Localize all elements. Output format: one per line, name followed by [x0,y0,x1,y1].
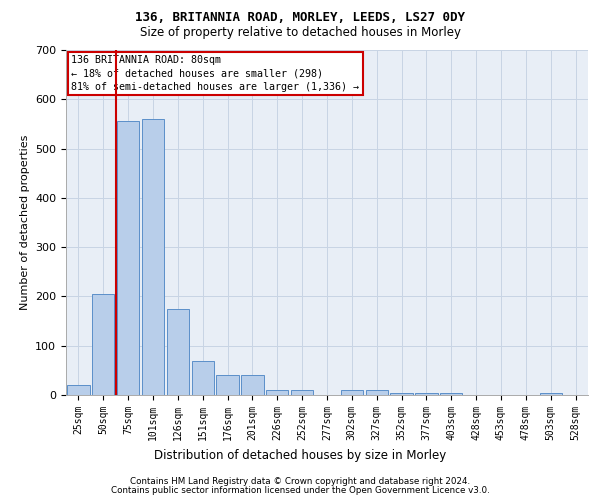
Bar [191,360,214,395]
Bar [92,294,115,395]
Bar [415,392,437,395]
Text: Distribution of detached houses by size in Morley: Distribution of detached houses by size … [154,450,446,462]
Y-axis label: Number of detached properties: Number of detached properties [20,135,29,310]
Bar [365,390,388,395]
Bar [142,119,164,395]
Bar [341,390,363,395]
Bar [440,392,463,395]
Bar [167,308,189,395]
Text: 136 BRITANNIA ROAD: 80sqm
← 18% of detached houses are smaller (298)
81% of semi: 136 BRITANNIA ROAD: 80sqm ← 18% of detac… [71,55,359,92]
Bar [291,390,313,395]
Bar [217,376,239,395]
Bar [117,122,139,395]
Bar [539,392,562,395]
Bar [391,392,413,395]
Bar [67,385,89,395]
Bar [241,376,263,395]
Bar [266,390,289,395]
Text: Size of property relative to detached houses in Morley: Size of property relative to detached ho… [139,26,461,39]
Text: Contains public sector information licensed under the Open Government Licence v3: Contains public sector information licen… [110,486,490,495]
Text: Contains HM Land Registry data © Crown copyright and database right 2024.: Contains HM Land Registry data © Crown c… [130,477,470,486]
Text: 136, BRITANNIA ROAD, MORLEY, LEEDS, LS27 0DY: 136, BRITANNIA ROAD, MORLEY, LEEDS, LS27… [135,11,465,24]
